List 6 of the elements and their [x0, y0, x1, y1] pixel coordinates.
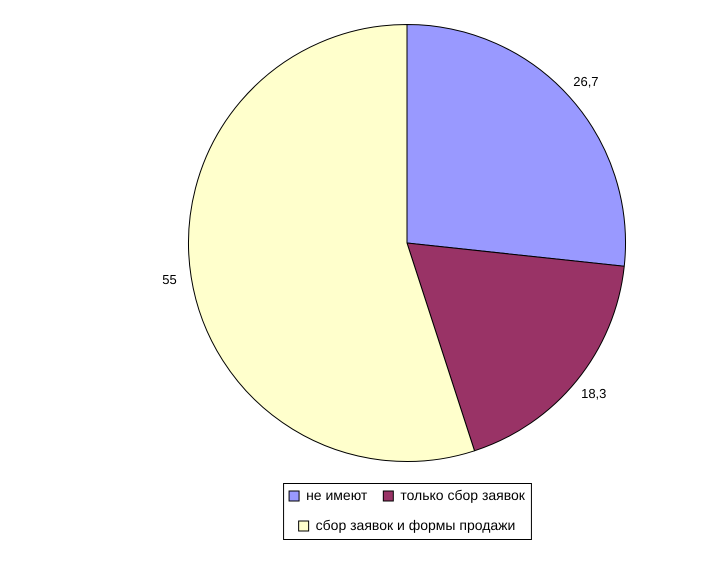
legend-label: только сбор заявок — [400, 486, 526, 503]
data-label: 55 — [162, 272, 177, 288]
legend-label: не имеют — [306, 486, 368, 503]
data-label: 18,3 — [581, 386, 606, 402]
data-label: 26,7 — [573, 74, 599, 89]
legend-label: сбор заявок и формы продажи — [316, 516, 516, 533]
